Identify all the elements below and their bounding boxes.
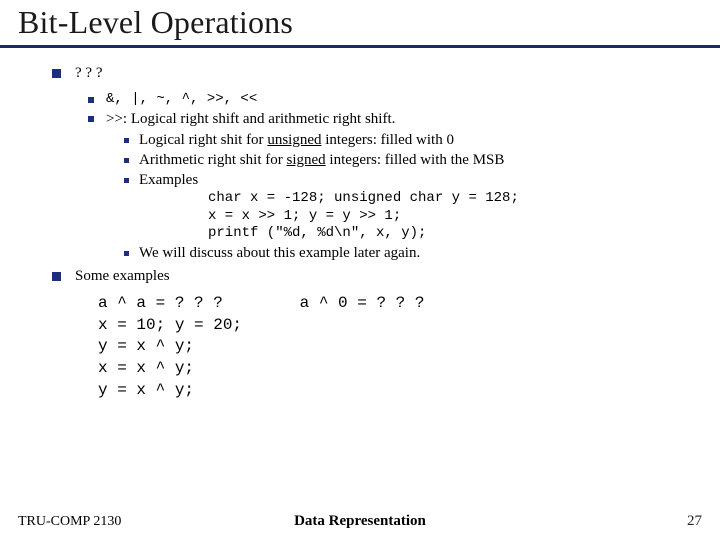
footer-topic: Data Representation (0, 513, 720, 530)
example-line: y = x ^ y; (98, 381, 194, 399)
bullet-text: We will discuss about this example later… (139, 244, 720, 263)
square-bullet-icon (124, 138, 129, 143)
bullet-lvl3: We will discuss about this example later… (124, 244, 720, 263)
bullet-text: Logical right shit for unsigned integers… (139, 131, 720, 150)
bullet-lvl1: Some examples (52, 267, 720, 286)
square-bullet-icon (88, 116, 94, 122)
code-line: char x = -128; unsigned char y = 128; (208, 190, 720, 208)
text-post: integers: filled with 0 (321, 132, 453, 148)
square-bullet-icon (124, 251, 129, 256)
square-bullet-icon (52, 69, 61, 78)
square-bullet-icon (124, 158, 129, 163)
example-line: y = x ^ y; (98, 337, 194, 355)
square-bullet-icon (88, 97, 94, 103)
bullet-lvl3: Arithmetic right shit for signed integer… (124, 151, 720, 170)
example-line: x = 10; y = 20; (98, 316, 242, 334)
slide-body: ? ? ? &, |, ~, ^, >>, << >>: Logical rig… (0, 54, 720, 401)
square-bullet-icon (52, 272, 61, 281)
bullet-text: Arithmetic right shit for signed integer… (139, 151, 720, 170)
code-line: printf ("%d, %d\n", x, y); (208, 225, 720, 243)
underlined-word: unsigned (267, 132, 321, 148)
underlined-word: signed (286, 152, 325, 168)
bullet-lvl2: &, |, ~, ^, >>, << (88, 91, 720, 109)
bullet-lvl2: >>: Logical right shift and arithmetic r… (88, 110, 720, 129)
bullet-text: >>: Logical right shift and arithmetic r… (106, 110, 720, 129)
bullet-lvl1: ? ? ? (52, 64, 720, 83)
examples-block: a ^ a = ? ? ? a ^ 0 = ? ? ? x = 10; y = … (98, 293, 720, 401)
bullet-lvl3: Examples (124, 171, 720, 190)
text-pre: Logical right shit for (139, 132, 267, 148)
title-underline (0, 45, 720, 48)
title-bar: Bit-Level Operations (0, 0, 720, 43)
text-post: integers: filled with the MSB (326, 152, 505, 168)
bullet-text: &, |, ~, ^, >>, << (106, 91, 720, 109)
slide-title: Bit-Level Operations (18, 4, 720, 41)
bullet-text: Some examples (75, 267, 720, 286)
example-line: x = x ^ y; (98, 359, 194, 377)
code-line: x = x >> 1; y = y >> 1; (208, 208, 720, 226)
footer-page-number: 27 (687, 513, 702, 530)
bullet-text: Examples (139, 171, 720, 190)
code-block: char x = -128; unsigned char y = 128; x … (208, 190, 720, 243)
bullet-text: ? ? ? (75, 64, 720, 83)
text-pre: Arithmetic right shit for (139, 152, 286, 168)
bullet-lvl3: Logical right shit for unsigned integers… (124, 131, 720, 150)
example-line: a ^ a = ? ? ? a ^ 0 = ? ? ? (98, 294, 424, 312)
square-bullet-icon (124, 178, 129, 183)
